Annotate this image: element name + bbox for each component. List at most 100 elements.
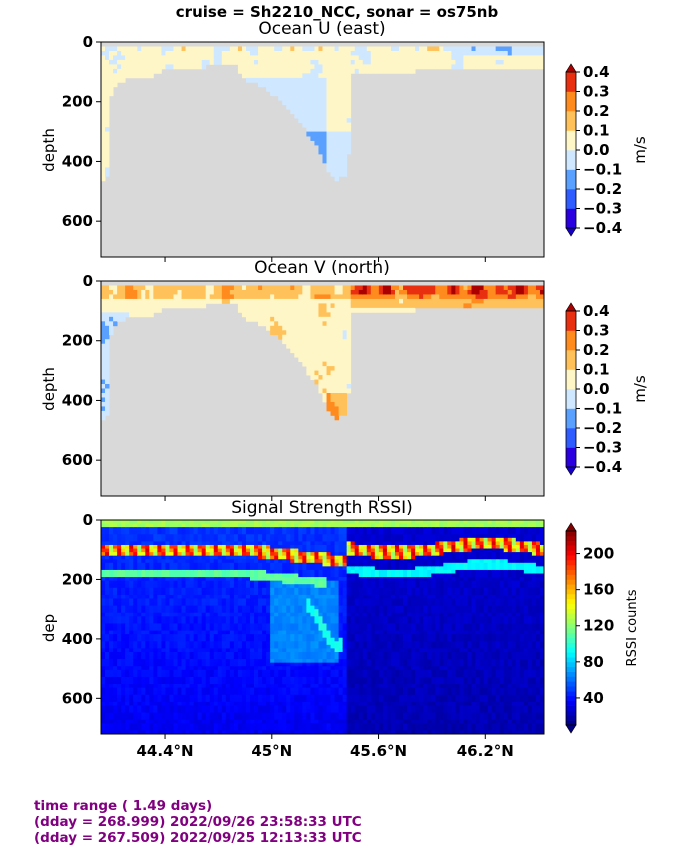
ytick-label: 400: [62, 630, 93, 648]
colorbar-bin: [566, 666, 576, 672]
panel-u-ylabel: depth: [40, 128, 58, 172]
colorbar-tick-label: 160: [583, 581, 614, 599]
colorbar-extend-low: [565, 227, 577, 237]
colorbar-tick-label: −0.1: [583, 161, 622, 179]
colorbar-bin: [566, 715, 576, 721]
ytick-label: 0: [83, 511, 93, 529]
panel-u-colorbar-label: m/s: [631, 136, 649, 164]
colorbar-bin: [566, 369, 576, 390]
xtick-label: 46.2°N: [457, 742, 514, 760]
colorbar-bin: [566, 623, 576, 629]
ytick-label: 200: [62, 93, 93, 111]
colorbar-tick-label: −0.1: [583, 400, 622, 418]
ytick-label: 0: [83, 33, 93, 51]
colorbar-extend-low: [565, 466, 577, 476]
panel-rssi-axis-ticks: 0 200 400 600 44.4°N 45°N 45.6°N 46.2°N: [62, 511, 514, 760]
colorbar-bin: [566, 691, 576, 697]
colorbar-bin: [566, 584, 576, 590]
colorbar-bin: [566, 545, 576, 551]
colorbar-bin: [566, 130, 576, 151]
figure-suptitle: cruise = Sh2210_NCC, sonar = os75nb: [176, 3, 499, 21]
ytick-label: 0: [83, 272, 93, 290]
colorbar-bin: [566, 574, 576, 580]
colorbar-bin: [566, 642, 576, 648]
colorbar-bin: [566, 579, 576, 585]
colorbar-tick-label: −0.3: [583, 439, 622, 457]
panel-u-title: Ocean U (east): [258, 19, 385, 39]
colorbar-bin: [566, 671, 576, 677]
colorbar-bin: [566, 710, 576, 716]
colorbar-tick-label: 120: [583, 617, 614, 635]
colorbar-tick-label: 0.0: [583, 380, 610, 398]
panel-v-ylabel: depth: [40, 367, 58, 411]
colorbar-bin: [566, 330, 576, 351]
colorbar-bin: [566, 408, 576, 429]
panel-v-axis-ticks: 0 200 400 600: [62, 272, 486, 501]
colorbar-bin: [566, 613, 576, 619]
colorbar-tick-label: 0.1: [583, 122, 610, 140]
colorbar-bin: [566, 311, 576, 331]
colorbar-bin: [566, 686, 576, 692]
colorbar-tick-label: −0.3: [583, 200, 622, 218]
colorbar-bin: [566, 169, 576, 190]
panel-rssi-colorbar-label: RSSI counts: [625, 589, 640, 666]
colorbar-bin: [566, 632, 576, 638]
colorbar-bin: [566, 560, 576, 566]
colorbar-bin: [566, 589, 576, 595]
colorbar-extend-high: [565, 522, 577, 532]
colorbar-tick-label: 0.3: [583, 83, 610, 101]
colorbar-bin: [566, 350, 576, 370]
colorbar-bin: [566, 637, 576, 643]
colorbar-tick-label: 0.3: [583, 322, 610, 340]
colorbar-extend-high: [565, 63, 577, 73]
colorbar-bin: [566, 564, 576, 571]
colorbar-bin: [566, 705, 576, 711]
colorbar-tick-label: 80: [583, 653, 604, 671]
colorbar-tick-label: 0.4: [583, 63, 610, 81]
footer-end-time: (dday = 268.999) 2022/09/26 23:58:33 UTC: [34, 814, 362, 830]
colorbar-bin: [566, 603, 576, 609]
colorbar-bin: [566, 531, 576, 537]
ytick-label: 600: [62, 451, 93, 469]
colorbar-tick-label: −0.2: [583, 180, 622, 198]
footer-start-time: (dday = 267.509) 2022/09/25 12:13:33 UTC: [34, 830, 362, 846]
xtick-label: 45.6°N: [350, 742, 407, 760]
ytick-label: 200: [62, 332, 93, 350]
colorbar-bin: [566, 720, 576, 726]
colorbar-bin: [566, 569, 576, 575]
colorbar-tick-label: 40: [583, 689, 604, 707]
colorbar-bin: [566, 189, 576, 209]
colorbar-bin: [566, 652, 576, 658]
panel-u-frame: [100, 41, 545, 258]
footer-time-range: time range ( 1.49 days): [34, 798, 213, 814]
panel-rssi-frame: [100, 519, 545, 735]
colorbar-bin: [566, 111, 576, 131]
colorbar-tick-label: −0.4: [583, 219, 622, 237]
colorbar-tick-label: 0.0: [583, 141, 610, 159]
panel-rssi-colorbar: 200 160 120 80 40: [565, 522, 614, 734]
colorbar-tick-label: 0.2: [583, 341, 610, 359]
colorbar-tick-label: −0.4: [583, 458, 622, 476]
colorbar-bin: [566, 657, 576, 663]
colorbar-tick-label: −0.2: [583, 419, 622, 437]
ytick-label: 400: [62, 152, 93, 170]
xtick-label: 45°N: [251, 742, 292, 760]
colorbar-bin: [566, 608, 576, 614]
colorbar-bin: [566, 594, 576, 600]
colorbar-bin: [566, 428, 576, 448]
ytick-label: 600: [62, 212, 93, 230]
xtick-label: 44.4°N: [137, 742, 194, 760]
panel-rssi-title: Signal Strength RSSI): [231, 498, 413, 518]
panel-u-axis-ticks: 0 200 400 600: [62, 33, 486, 262]
colorbar-bin: [566, 540, 576, 546]
colorbar-bin: [566, 618, 576, 624]
colorbar-tick-label: 0.4: [583, 302, 610, 320]
colorbar-bin: [566, 91, 576, 112]
colorbar-bin: [566, 72, 576, 92]
colorbar-tick-label: 200: [583, 545, 614, 563]
panel-u-field: [101, 42, 545, 257]
colorbar-extend-high: [565, 302, 577, 312]
colorbar-bin: [566, 447, 576, 468]
panel-v-colorbar: 0.4 0.30.2 0.10.0 −0.1−0.2 −0.3−0.4: [565, 302, 622, 476]
panel-v-colorbar-label: m/s: [631, 375, 649, 403]
